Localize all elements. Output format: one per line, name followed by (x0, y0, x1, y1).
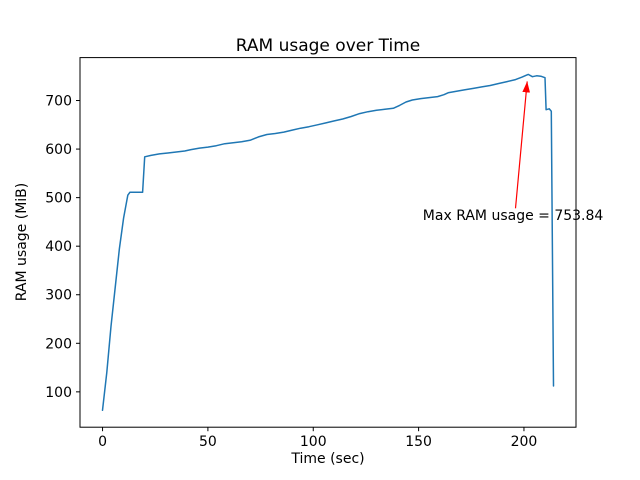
x-tick-label: 100 (300, 434, 327, 450)
y-tick-label: 100 (45, 385, 72, 401)
y-tick-label: 700 (45, 94, 72, 110)
chart-title: RAM usage over Time (236, 36, 420, 56)
y-tick-label: 200 (45, 336, 72, 352)
x-tick-label: 50 (199, 434, 217, 450)
max-annotation-arrow (514, 81, 531, 209)
y-axis-ticks: 100 200 300 400 500 600 700 (45, 94, 80, 401)
y-tick-label: 400 (45, 239, 72, 255)
plot-area (79, 57, 577, 428)
ram-usage-line (101, 73, 555, 412)
x-axis-label: Time (sec) (290, 451, 364, 467)
max-annotation-label: Max RAM usage = 753.84 (423, 208, 604, 224)
y-tick-label: 600 (45, 142, 72, 158)
y-tick-label: 500 (45, 191, 72, 207)
x-tick-label: 0 (98, 434, 107, 450)
x-tick-label: 150 (405, 434, 432, 450)
y-axis-label: RAM usage (MiB) (14, 183, 30, 301)
y-tick-label: 300 (45, 288, 72, 304)
max-annotation: Max RAM usage = 753.84 (423, 81, 604, 224)
x-tick-label: 200 (511, 434, 538, 450)
x-axis-ticks: 0 50 100 150 200 (98, 427, 537, 450)
